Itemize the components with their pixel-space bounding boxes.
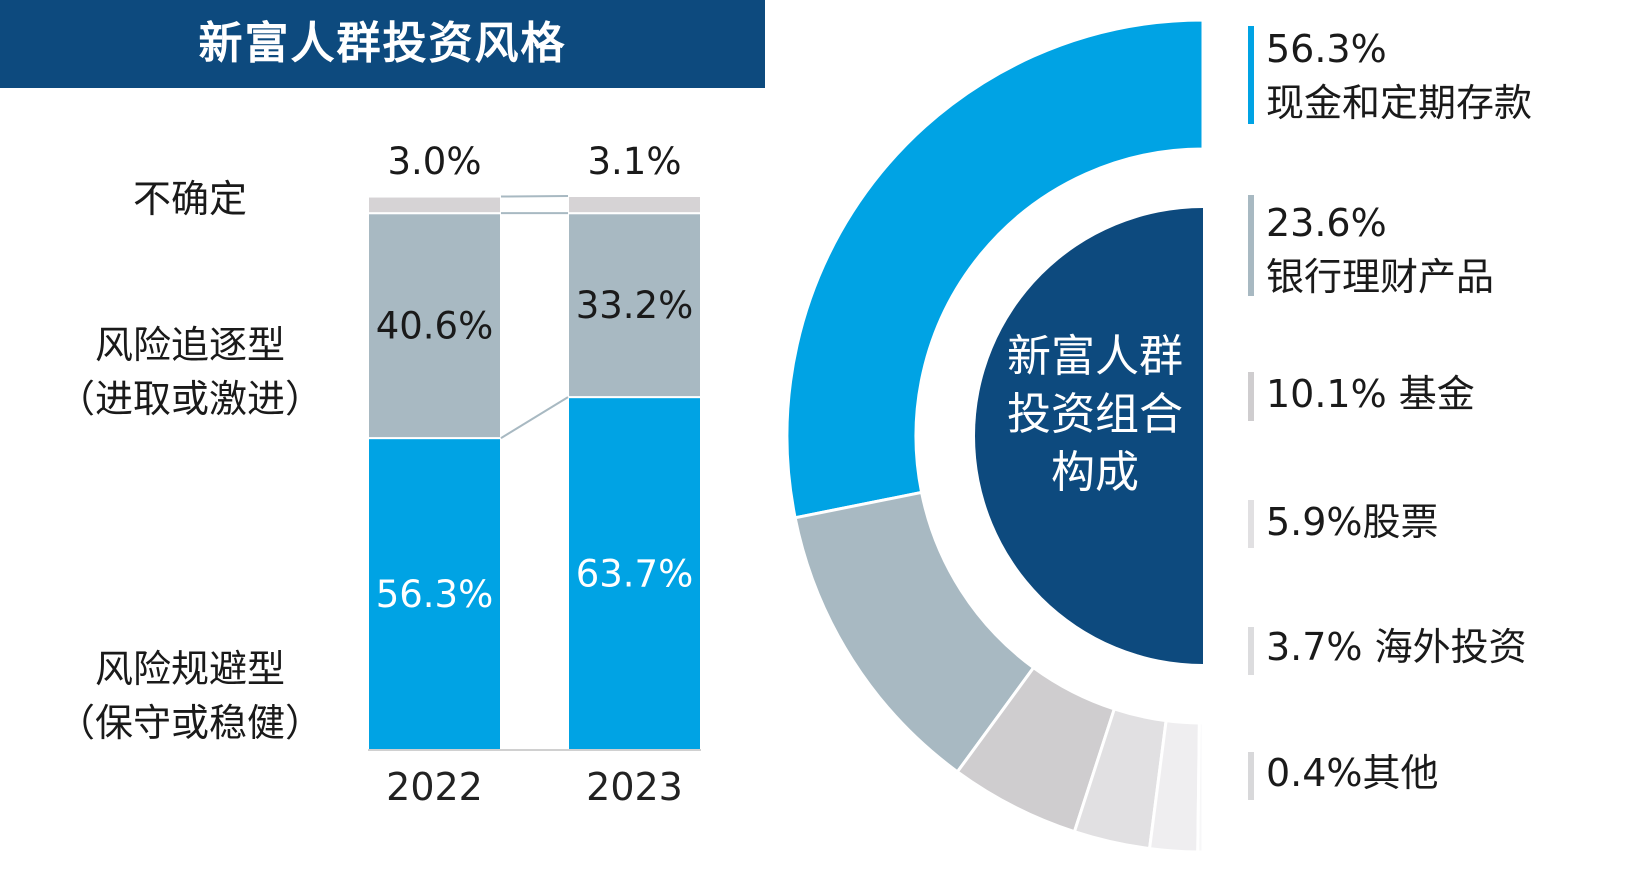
uncertain-label: 不确定	[132, 177, 247, 221]
legend-label-5: 3.7% 海外投资	[1266, 625, 1527, 669]
legend-label-1-value: 56.3%	[1266, 27, 1387, 71]
x-tick-label-2023: 2023	[586, 765, 683, 809]
bar-connector-line	[500, 195, 569, 198]
risk-seeking-sublabel: （进取或激进）	[56, 377, 323, 421]
x-tick-label-2022: 2022	[386, 765, 483, 809]
bar-risk-seeking-2022	[367, 212, 502, 440]
donut-slice-6	[1196, 721, 1205, 854]
bar-uncertain-2023	[567, 195, 702, 215]
bar-risk-averse-2022	[367, 437, 502, 751]
bar-label-risk-seeking-2023: 33.2%	[576, 284, 694, 327]
stacked-bar-chart: 56.3% 40.6% 3.0% 2022 63.7% 33.2% 3.1% 2023	[367, 140, 702, 809]
donut-center-label-line3: 构成	[1051, 447, 1139, 498]
legend-marker-4	[1248, 500, 1254, 548]
legend-label-2-name: 银行理财产品	[1266, 255, 1494, 299]
risk-averse-sublabel: （保守或稳健）	[56, 701, 323, 745]
chart-title: 新富人群投资风格	[198, 18, 567, 69]
legend-label-4: 5.9%股票	[1266, 500, 1439, 544]
donut-center-label-line2: 投资组合	[1007, 389, 1183, 440]
bar-label-uncertain-2023: 3.1%	[588, 140, 682, 183]
legend-label-2-value: 23.6%	[1266, 201, 1387, 245]
risk-seeking-label: 风险追逐型	[94, 323, 285, 367]
legend-label-1-name: 现金和定期存款	[1266, 81, 1532, 125]
donut-center-disc	[975, 208, 1203, 664]
bar-risk-seeking-2023	[567, 212, 702, 399]
bar-label-risk-seeking-2022: 40.6%	[376, 305, 494, 348]
title-banner: 新富人群投资风格	[0, 0, 765, 88]
bar-connector-line	[500, 396, 569, 439]
donut-center-label-line1: 新富人群	[1007, 331, 1183, 382]
bar-label-risk-averse-2023: 63.7%	[576, 553, 694, 596]
legend-marker-2	[1248, 195, 1254, 296]
legend-marker-3	[1248, 372, 1254, 421]
legend-marker-5	[1248, 627, 1254, 675]
bar-label-risk-averse-2022: 56.3%	[376, 573, 494, 616]
bar-risk-averse-2023	[567, 396, 702, 751]
legend-label-3: 10.1% 基金	[1266, 372, 1475, 416]
legend-label-6: 0.4%其他	[1266, 751, 1439, 795]
risk-averse-label: 风险规避型	[94, 647, 285, 691]
legend-marker-6	[1248, 752, 1254, 800]
bar-uncertain-2022	[367, 195, 502, 215]
bar-label-uncertain-2022: 3.0%	[388, 140, 482, 183]
donut-slice-1	[785, 18, 1205, 520]
legend-marker-1	[1248, 26, 1254, 124]
